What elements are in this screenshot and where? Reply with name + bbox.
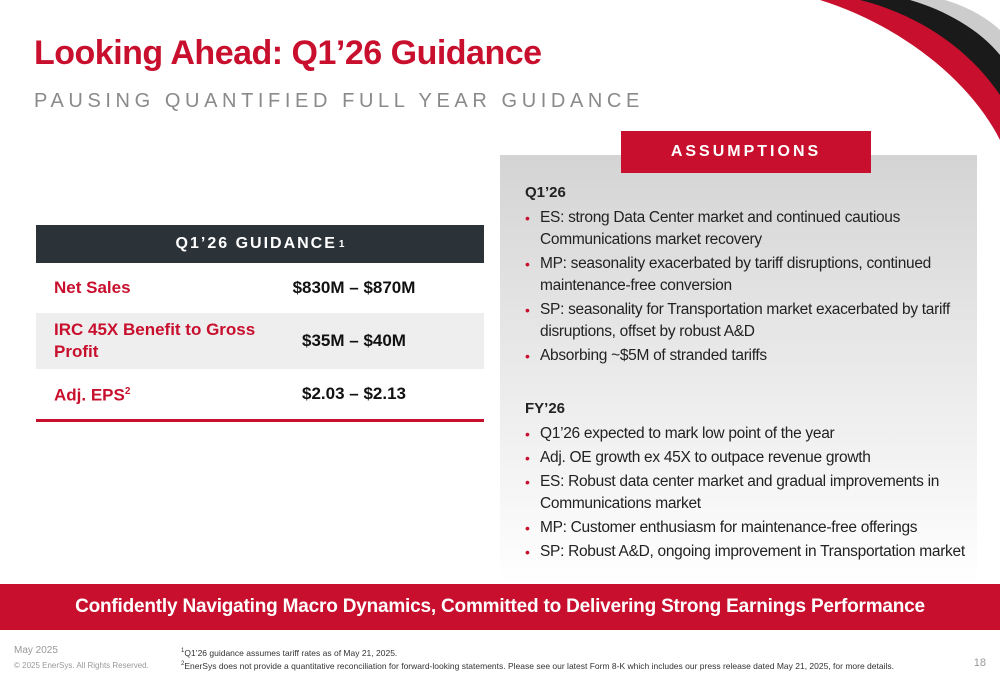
bullet-text: Adj. OE growth ex 45X to outpace revenue… <box>540 449 871 466</box>
guidance-row-adj-eps: Adj. EPS2 $2.03 – $2.13 <box>36 369 484 419</box>
guidance-row-label: IRC 45X Benefit to Gross Profit <box>54 320 256 361</box>
closing-banner: Confidently Navigating Macro Dynamics, C… <box>0 584 1000 630</box>
assumptions-panel <box>500 155 977 585</box>
bullet-icon: • <box>525 210 530 226</box>
page-title: Looking Ahead: Q1’26 Guidance <box>34 34 542 72</box>
bullet-text: SP: Robust A&D, ongoing improvement in T… <box>540 543 965 560</box>
bullet-text: ES: Robust data center market and gradua… <box>540 473 940 512</box>
guidance-row-label-wrap: Adj. EPS2 <box>36 381 264 407</box>
list-item: • ES: strong Data Center market and conti… <box>525 207 965 251</box>
guidance-row-value: $35M – $40M <box>302 331 406 350</box>
bullet-icon: • <box>525 544 530 560</box>
footer-date: May 2025 <box>14 645 58 656</box>
bullet-icon: • <box>525 474 530 490</box>
page-subtitle: PAUSING QUANTIFIED FULL YEAR GUIDANCE <box>34 90 644 112</box>
guidance-table: Q1’26 GUIDANCE 1 Net Sales $830M – $870M … <box>36 225 484 422</box>
bullet-text: Q1’26 expected to mark low point of the … <box>540 425 835 442</box>
assumptions-fy-heading: FY’26 <box>525 400 566 417</box>
assumptions-fy-section: FY’26 • Q1’26 expected to mark low point … <box>525 400 965 565</box>
bullet-text: SP: seasonality for Transportation marke… <box>540 301 950 340</box>
assumptions-q1-list: • ES: strong Data Center market and conti… <box>525 207 965 367</box>
corner-swoosh-decoration <box>820 0 1000 140</box>
list-item: • Adj. OE growth ex 45X to outpace revenu… <box>525 447 965 469</box>
assumptions-badge: ASSUMPTIONS <box>621 131 871 173</box>
assumptions-q1-section: Q1’26 • ES: strong Data Center market and… <box>525 184 965 369</box>
footnote-text: EnerSys does not provide a quantitative … <box>184 660 894 671</box>
guidance-row-label: Net Sales <box>54 278 131 297</box>
footnote-1: 1Q1’26 guidance assumes tariff rates as … <box>181 646 894 659</box>
guidance-row-net-sales: Net Sales $830M – $870M <box>36 263 484 313</box>
list-item: • MP: Customer enthusiasm for maintenance… <box>525 517 965 539</box>
list-item: • Absorbing ~$5M of stranded tariffs <box>525 345 965 367</box>
bullet-icon: • <box>525 302 530 318</box>
footer-copyright: © 2025 EnerSys. All Rights Reserved. <box>14 661 149 670</box>
guidance-row-value: $830M – $870M <box>292 278 416 297</box>
footnotes: 1Q1’26 guidance assumes tariff rates as … <box>181 646 894 672</box>
footnote-text: Q1’26 guidance assumes tariff rates as o… <box>184 647 398 658</box>
bullet-icon: • <box>525 256 530 272</box>
bullet-icon: • <box>525 450 530 466</box>
bullet-icon: • <box>525 348 530 364</box>
footnote-marker: 1 <box>181 648 185 654</box>
bullet-text: ES: strong Data Center market and contin… <box>540 209 901 248</box>
guidance-row-irc-45x: IRC 45X Benefit to Gross Profit $35M – $… <box>36 313 484 369</box>
guidance-table-bottom-rule <box>36 419 484 422</box>
list-item: • MP: seasonality exacerbated by tariff d… <box>525 253 965 297</box>
list-item: • ES: Robust data center market and gradu… <box>525 471 965 515</box>
assumptions-q1-heading: Q1’26 <box>525 184 566 201</box>
assumptions-fy-list: • Q1’26 expected to mark low point of the… <box>525 423 965 563</box>
footnote-marker: 2 <box>181 660 185 667</box>
list-item: • SP: seasonality for Transportation mark… <box>525 299 965 343</box>
guidance-row-footnote: 2 <box>124 386 131 398</box>
guidance-table-header: Q1’26 GUIDANCE 1 <box>36 225 484 263</box>
list-item: • Q1’26 expected to mark low point of the… <box>525 423 965 445</box>
guidance-row-value: $2.03 – $2.13 <box>302 384 406 403</box>
guidance-header-footnote: 1 <box>338 238 345 250</box>
footnote-2: 2EnerSys does not provide a quantitative… <box>181 659 894 672</box>
guidance-row-label: Adj. EPS <box>54 385 125 405</box>
bullet-text: MP: seasonality exacerbated by tariff di… <box>540 255 931 294</box>
bullet-text: Absorbing ~$5M of stranded tariffs <box>540 347 767 364</box>
bullet-icon: • <box>525 426 530 442</box>
bullet-text: MP: Customer enthusiasm for maintenance-… <box>540 519 918 536</box>
list-item: • SP: Robust A&D, ongoing improvement in … <box>525 541 965 563</box>
guidance-header-label: Q1’26 GUIDANCE <box>175 235 337 252</box>
page-number: 18 <box>973 657 986 669</box>
bullet-icon: • <box>525 520 530 536</box>
